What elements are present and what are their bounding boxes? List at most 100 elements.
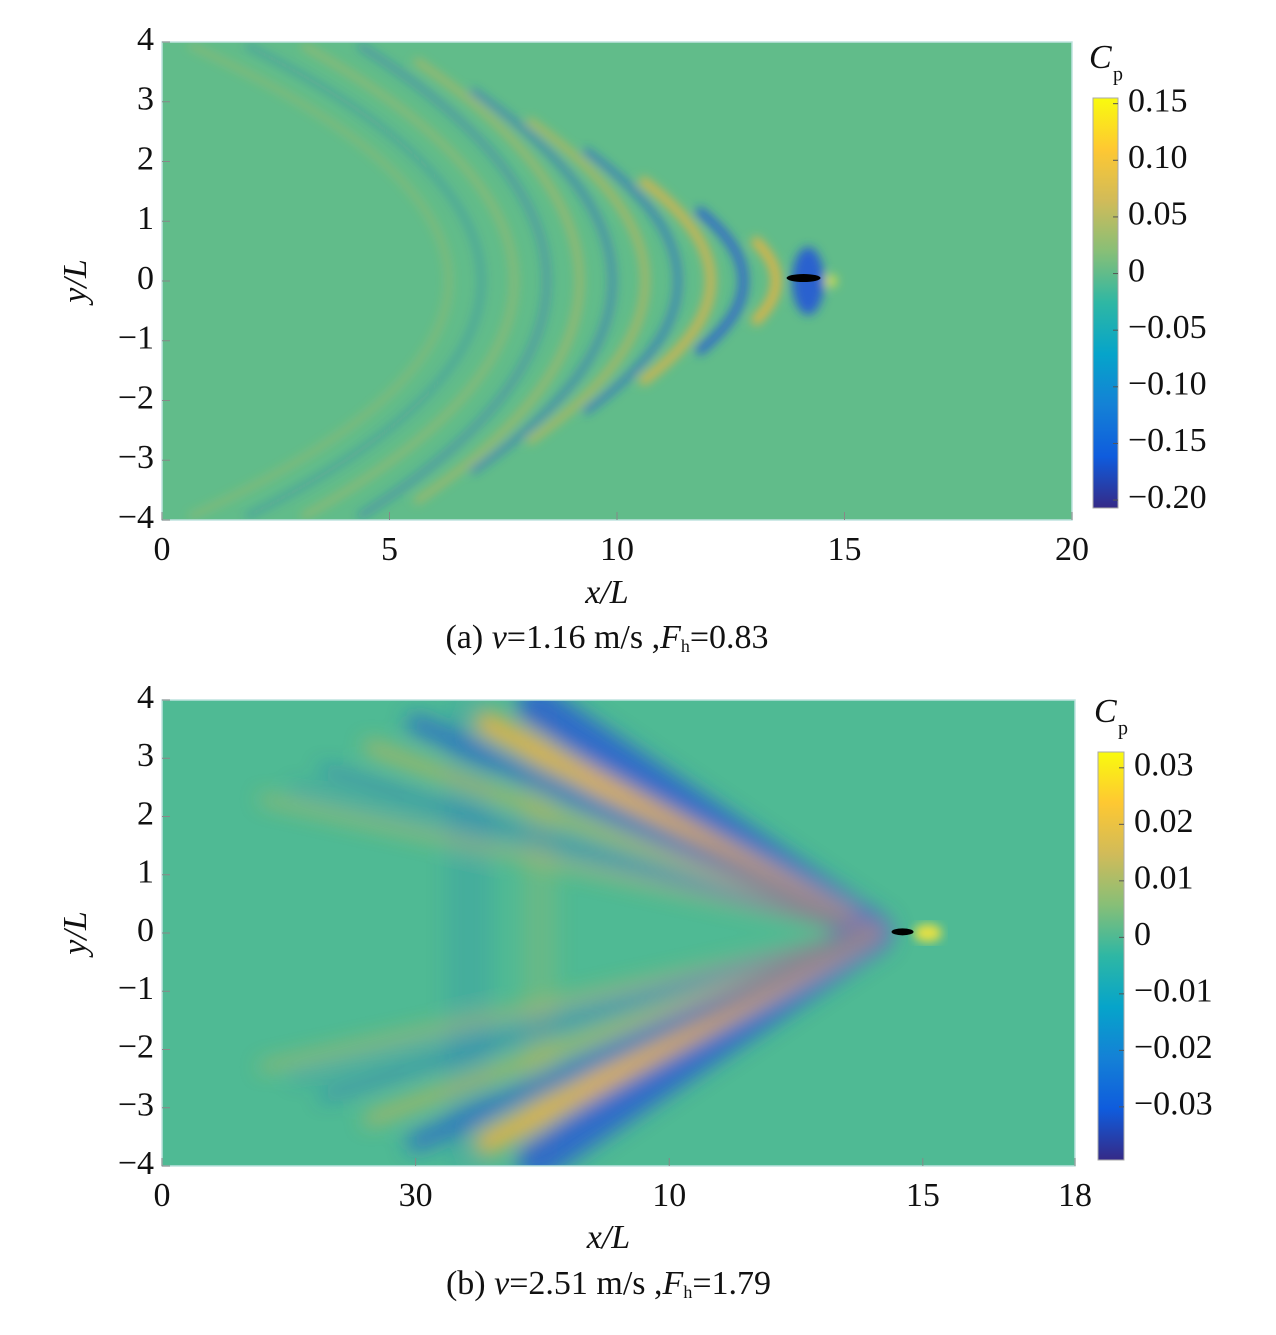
y-tick-label: 2 [137, 140, 154, 177]
wave-crest [244, 42, 485, 520]
hull-front [913, 924, 942, 942]
y-tick-label: −2 [118, 379, 154, 416]
caption-part: =1.16 m/s , [507, 619, 660, 656]
colorbar-tick-label: −0.05 [1128, 309, 1207, 346]
wave-crest [300, 42, 517, 520]
y-tick-label: −2 [118, 1028, 154, 1065]
y-tick-label: 1 [137, 854, 154, 891]
x-tick-label: 15 [828, 531, 862, 568]
colorbar-tick-label: −0.15 [1128, 422, 1207, 459]
x-tick-label: 10 [652, 1177, 686, 1214]
y-tick-label: −3 [118, 439, 154, 476]
wake-arm [259, 929, 877, 1071]
colorbar-tick-label: 0.02 [1134, 803, 1194, 840]
caption-part: =0.83 [690, 619, 769, 656]
field-pattern [259, 700, 942, 1166]
wake-arm [319, 928, 877, 1101]
caption: (b) v=2.51 m/s ,Fh=1.79 [446, 1265, 771, 1302]
wake-arm [363, 740, 879, 939]
wake-arm [363, 927, 879, 1126]
colorbar-tick-label: 0.15 [1128, 82, 1188, 119]
colorbar-tick-label: 0 [1134, 916, 1151, 953]
caption-part: =1.79 [692, 1265, 771, 1302]
y-tick-label: −1 [118, 970, 154, 1007]
x-tick-label: 18 [1058, 1177, 1092, 1214]
caption-part: h [681, 636, 690, 656]
x-tick-label: 15 [906, 1177, 940, 1214]
x-tick-label: 20 [1055, 531, 1089, 568]
colorbar-label: C [1094, 693, 1117, 730]
y-tick-label: −1 [118, 320, 154, 357]
colorbar-tick-label: 0.10 [1128, 139, 1188, 176]
colorbar-tick-label: 0.05 [1128, 196, 1188, 233]
colorbar-tick-label: −0.20 [1128, 479, 1207, 516]
hull-front [824, 275, 837, 287]
y-tick-label: 3 [137, 81, 154, 118]
x-axis-label: x/L [586, 1219, 630, 1256]
x-tick-label: 5 [381, 531, 398, 568]
caption: (a) v=1.16 m/s ,Fh=0.83 [445, 619, 768, 656]
y-tick-label: −4 [118, 499, 154, 536]
wake-arm [259, 795, 877, 937]
y-tick-label: −3 [118, 1087, 154, 1124]
caption-part: (b) [446, 1265, 494, 1302]
colorbar-label-sub: p [1118, 718, 1128, 740]
panel: 0 5 10 15 2043210−1−2−3−4x/Ly/L0.150.100.050… [57, 21, 1207, 656]
y-tick-label: −4 [118, 1145, 154, 1182]
wave-crest [188, 42, 452, 520]
y-axis-label: y/L [57, 911, 94, 957]
colorbar-tick-label: −0.03 [1134, 1086, 1213, 1123]
wave-crest [582, 147, 681, 415]
colorbar-label-sub: p [1113, 64, 1123, 86]
caption-part: h [683, 1282, 692, 1302]
wave-crest [750, 235, 781, 327]
caption-part: F [662, 1265, 685, 1302]
field-blur [913, 924, 942, 942]
y-axis-label: y/L [57, 259, 94, 305]
hull [786, 274, 821, 283]
wake-arm [319, 765, 877, 938]
x-tick-label: 10 [600, 531, 634, 568]
wake-arm [406, 714, 882, 942]
wake-arm [290, 930, 876, 1082]
field-background [162, 42, 1072, 520]
colorbar [1092, 97, 1119, 509]
y-tick-label: 3 [137, 737, 154, 774]
wake-arm [290, 784, 876, 936]
y-tick-label: 4 [137, 679, 154, 716]
caption-part: F [659, 619, 682, 656]
x-axis-label: x/L [584, 574, 628, 611]
x-tick-label: 30 [399, 1177, 433, 1214]
wave-crest [526, 117, 648, 445]
colorbar-tick-label: 0 [1128, 252, 1145, 289]
field-pattern [188, 42, 837, 520]
field-blur-wide [259, 700, 893, 1166]
hull [891, 928, 914, 936]
y-tick-label: 2 [137, 795, 154, 832]
colorbar-tick-label: −0.10 [1128, 366, 1207, 403]
colorbar-tick-label: −0.02 [1134, 1029, 1213, 1066]
colorbar [1097, 751, 1125, 1161]
panel: 0 30 10 15 1843210−1−2−3−4x/Ly/L0.030.020.01… [57, 679, 1213, 1302]
colorbar-tick-label: −0.01 [1134, 973, 1213, 1010]
caption-part: =2.51 m/s , [509, 1265, 662, 1302]
wave-crest [413, 57, 583, 505]
y-tick-label: 0 [137, 912, 154, 949]
colorbar-label: C [1089, 39, 1112, 76]
y-tick-label: 0 [137, 260, 154, 297]
caption-part: v [492, 619, 508, 656]
caption-part: v [494, 1265, 510, 1302]
wave-crest [638, 175, 716, 387]
x-tick-label: 0 [154, 531, 171, 568]
wake-arm [406, 924, 882, 1152]
caption-part: (a) [445, 619, 491, 656]
y-tick-label: 1 [137, 200, 154, 237]
y-tick-label: 4 [137, 21, 154, 58]
wave-crest [694, 205, 748, 357]
band [446, 700, 492, 1166]
wave-crest [469, 87, 616, 475]
wave-crest [356, 42, 550, 520]
colorbar-tick-label: 0.01 [1134, 860, 1194, 897]
x-tick-label: 0 [154, 1177, 171, 1214]
